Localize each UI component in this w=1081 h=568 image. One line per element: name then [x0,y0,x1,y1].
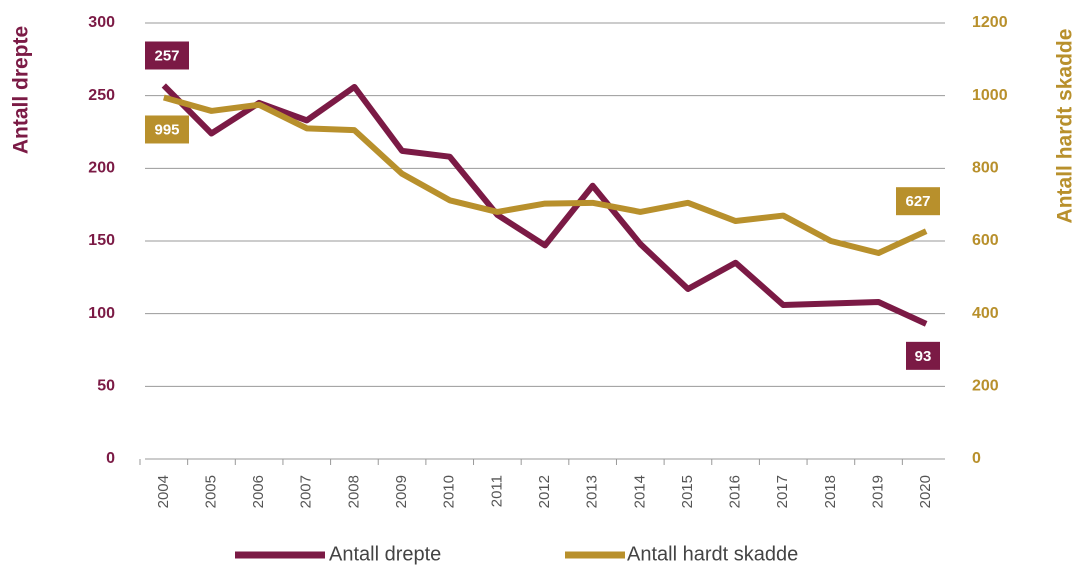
y2-tick-label: 200 [972,378,999,395]
y2-tick-label: 400 [972,305,999,322]
x-tick-label: 2007 [298,475,315,508]
y2-tick-label: 800 [972,160,999,177]
x-tick-label: 2014 [631,475,648,508]
x-tick-label: 2018 [822,475,839,508]
x-tick-label: 2012 [536,475,553,508]
x-tick-label: 2017 [774,475,791,508]
x-tick-label: 2010 [441,475,458,508]
x-tick-label: 2006 [250,475,267,508]
value-label-box [145,41,189,70]
legend-label: Antall drepte [329,543,441,565]
y-tick-label: 300 [88,14,115,31]
y2-tick-label: 1200 [972,14,1008,31]
value-label-box [145,115,189,144]
value-label: 627 [905,193,930,210]
y-tick-label: 150 [88,232,115,249]
y2-tick-label: 1000 [972,87,1008,104]
value-label: 93 [915,348,932,365]
y-tick-label: 200 [88,160,115,177]
y2-tick-label: 600 [972,232,999,249]
series-line [161,83,928,327]
y2-axis-title: Antall hardt skadde [1054,29,1077,224]
x-tick-label: 2019 [869,475,886,508]
x-tick-label: 2013 [584,475,601,508]
x-tick-label: 2005 [202,475,219,508]
value-label-box [906,341,940,370]
value-label: 995 [154,121,179,138]
value-label: 257 [154,47,179,64]
y-axis-title: Antall drepte [10,26,33,154]
value-label-box [896,187,940,216]
y-tick-label: 50 [97,378,115,395]
series-line [163,94,928,256]
x-tick-label: 2015 [679,475,696,508]
x-tick-label: 2009 [393,475,410,508]
x-tick-label: 2004 [155,475,172,508]
x-tick-label: 2008 [345,475,362,508]
x-tick-label: 2020 [917,475,934,508]
x-tick-label: 2011 [488,475,505,507]
y-tick-label: 0 [106,450,115,467]
x-tick-label: 2016 [727,475,744,508]
y-tick-label: 250 [88,87,115,104]
y2-tick-label: 0 [972,450,981,467]
y-tick-label: 100 [88,305,115,322]
legend-label: Antall hardt skadde [627,543,798,565]
